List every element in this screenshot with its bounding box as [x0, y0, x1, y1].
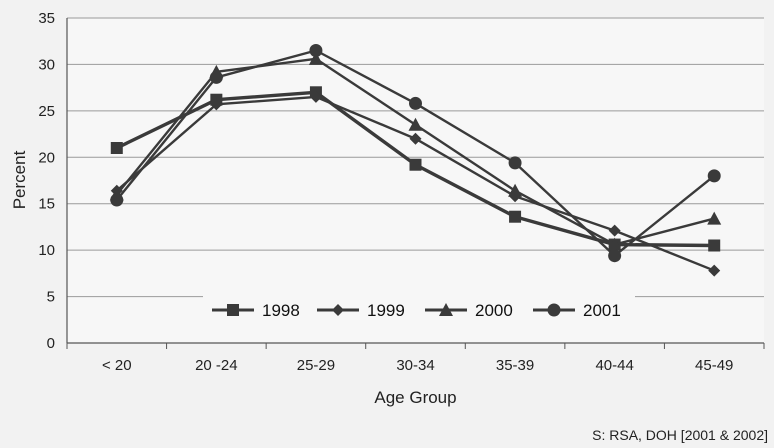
legend-marker-circle: [547, 303, 561, 317]
x-tick-label: 40-44: [595, 357, 633, 374]
data-point-diamond: [708, 264, 721, 277]
data-point-diamond: [210, 98, 223, 111]
legend-label-1998: 1998: [262, 301, 300, 320]
data-point-diamond: [608, 224, 621, 237]
y-tick-label: 30: [38, 56, 55, 73]
data-point-circle: [209, 70, 223, 84]
y-tick-label: 25: [38, 103, 55, 120]
axes: 0 5 10 15 20 25 30 35 < 20 20 -24 25-29 30-34 35-39 4…: [38, 10, 765, 374]
y-tick-label: 20: [38, 149, 55, 166]
series-2001: [110, 44, 721, 263]
plot-area: [67, 18, 764, 343]
data-point-circle: [707, 169, 721, 183]
legend: 1998 1999 2000 2001: [203, 292, 635, 330]
data-point-diamond: [409, 132, 422, 145]
y-tick-label: 10: [38, 242, 55, 259]
x-tick-label: 30-34: [396, 357, 434, 374]
x-tick-label: 20 -24: [195, 357, 238, 374]
data-point-triangle: [308, 51, 323, 65]
legend-marker-square: [227, 304, 239, 316]
data-point-square: [409, 158, 422, 171]
y-tick-label: 35: [38, 10, 55, 27]
data-point-circle: [309, 44, 323, 57]
x-axis-title: Age Group: [374, 388, 456, 407]
data-point-square: [509, 210, 522, 223]
x-tick-label: 45-49: [695, 357, 733, 374]
legend-label-2000: 2000: [475, 301, 513, 320]
data-point-circle: [110, 193, 124, 207]
y-axis-title: Percent: [10, 150, 29, 209]
source-note: S: RSA, DOH [2001 & 2002]: [592, 427, 768, 443]
data-point-triangle: [508, 183, 523, 197]
y-tick-label: 0: [47, 335, 55, 352]
data-point-circle: [508, 156, 522, 170]
x-tick-label: < 20: [102, 357, 132, 374]
data-point-circle: [608, 249, 622, 263]
legend-label-1999: 1999: [367, 301, 405, 320]
x-tick-label: 25-29: [297, 357, 335, 374]
x-tick-label: 35-39: [496, 357, 534, 374]
legend-marker-diamond: [332, 304, 344, 316]
y-tick-label: 5: [47, 289, 55, 306]
legend-marker-triangle: [439, 303, 453, 316]
data-point-square: [708, 239, 721, 252]
series-lines: [109, 44, 722, 277]
data-point-triangle: [707, 211, 722, 225]
data-point-circle: [409, 96, 422, 110]
data-point-triangle: [408, 117, 423, 131]
data-point-diamond: [309, 90, 322, 103]
y-tick-label: 15: [38, 196, 55, 213]
data-point-square: [110, 142, 123, 154]
data-point-triangle: [607, 237, 622, 251]
legend-label-2001: 2001: [583, 301, 621, 320]
